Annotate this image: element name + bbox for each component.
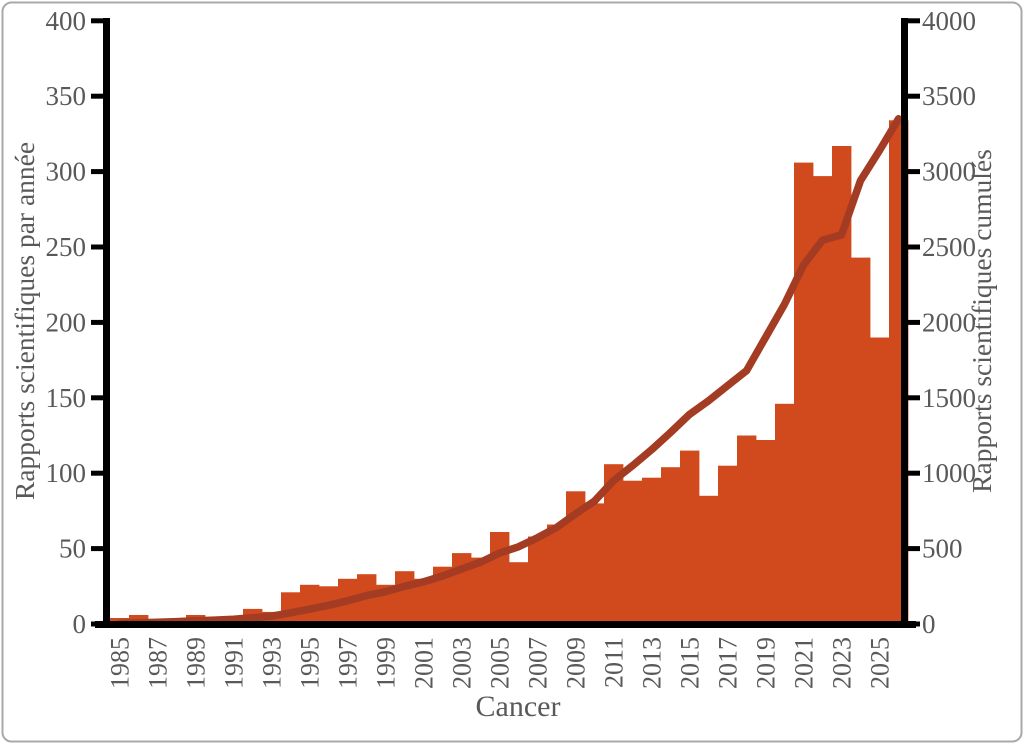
bar-2005 xyxy=(490,532,510,622)
x-axis-line xyxy=(95,621,916,628)
axes xyxy=(95,18,916,628)
axis-ticks xyxy=(91,18,920,627)
right-tick-label: 1000 xyxy=(922,458,976,488)
left-tick xyxy=(91,244,103,250)
x-tick-label-1989: 1989 xyxy=(182,637,211,689)
bar-2004 xyxy=(471,557,491,622)
x-tick-label-1991: 1991 xyxy=(220,637,249,689)
bar-2010 xyxy=(585,503,605,622)
bar-2025 xyxy=(870,337,890,622)
x-axis-tick-labels: 1985 1987 1989 1991 1993 1995 1997 1999 2001 2003… xyxy=(106,637,895,689)
bar-2014 xyxy=(661,467,681,622)
x-tick-label-1997: 1997 xyxy=(334,637,363,689)
x-tick-label-2021: 2021 xyxy=(790,637,819,689)
bar-2020 xyxy=(775,403,795,622)
x-tick-label-2017: 2017 xyxy=(714,637,743,689)
left-tick xyxy=(91,546,103,552)
left-tick xyxy=(91,18,103,24)
x-tick-label-2005: 2005 xyxy=(486,637,515,689)
right-tick-label: 1500 xyxy=(922,383,976,413)
x-tick-label-2013: 2013 xyxy=(638,637,667,689)
bar-2007 xyxy=(528,536,548,622)
right-tick-label: 0 xyxy=(922,609,936,639)
bar-2022 xyxy=(813,176,833,622)
right-tick xyxy=(908,93,920,99)
x-tick-label-2015: 2015 xyxy=(676,637,705,689)
right-tick-label: 2000 xyxy=(922,307,976,337)
left-axis-line xyxy=(103,18,110,628)
bar-2006 xyxy=(509,562,529,622)
bar-2008 xyxy=(547,524,567,622)
x-axis-title: Cancer xyxy=(476,690,561,723)
left-tick-label: 0 xyxy=(73,609,87,639)
bar-2017 xyxy=(718,465,738,622)
x-tick-label-1993: 1993 xyxy=(258,637,287,689)
left-tick xyxy=(91,93,103,99)
left-tick xyxy=(91,470,103,476)
left-tick xyxy=(91,621,103,627)
left-tick-label: 300 xyxy=(46,157,87,187)
x-tick-label-2025: 2025 xyxy=(866,637,895,689)
left-tick-label: 100 xyxy=(46,458,87,488)
right-tick-label: 2500 xyxy=(922,232,976,262)
x-tick-label-2007: 2007 xyxy=(524,637,553,689)
left-tick xyxy=(91,169,103,175)
bar-2018 xyxy=(737,435,757,622)
right-tick xyxy=(908,470,920,476)
x-tick-label-2011: 2011 xyxy=(600,637,629,688)
bar-2016 xyxy=(699,495,719,622)
x-tick-label-1999: 1999 xyxy=(372,637,401,689)
left-tick-label: 350 xyxy=(46,81,87,111)
right-tick xyxy=(908,169,920,175)
right-tick xyxy=(908,546,920,552)
left-tick-label: 150 xyxy=(46,383,87,413)
right-axis-line xyxy=(901,18,908,628)
bar-2015 xyxy=(680,450,700,622)
cumulative-line xyxy=(115,115,903,628)
bar-2012 xyxy=(623,480,643,622)
right-tick xyxy=(908,319,920,325)
x-tick-label-2019: 2019 xyxy=(752,637,781,689)
left-tick xyxy=(91,395,103,401)
bar-2023 xyxy=(832,146,852,622)
bar-2013 xyxy=(642,477,662,622)
x-tick-label-2001: 2001 xyxy=(410,637,439,689)
right-tick-label: 3500 xyxy=(922,81,976,111)
bar-2009 xyxy=(566,491,586,622)
bar-2019 xyxy=(756,440,776,622)
left-tick-label: 200 xyxy=(46,307,87,337)
right-tick-label: 500 xyxy=(922,534,963,564)
x-tick-label-1985: 1985 xyxy=(106,637,135,689)
left-tick-label: 250 xyxy=(46,232,87,262)
right-tick-label: 3000 xyxy=(922,157,976,187)
axis-tick-labels: 0501001502002503003504000500100015002000… xyxy=(46,6,977,639)
right-tick xyxy=(908,621,920,627)
x-tick-label-1987: 1987 xyxy=(144,637,173,689)
bar-2024 xyxy=(851,257,871,622)
bar-2000 xyxy=(395,571,415,622)
right-axis-title: Rapports scientifiques cumulés xyxy=(966,149,997,493)
bar-1986 xyxy=(129,615,149,622)
bar-1995 xyxy=(300,584,320,622)
right-tick xyxy=(908,244,920,250)
x-tick-label-2023: 2023 xyxy=(828,637,857,689)
left-tick-label: 400 xyxy=(46,6,87,36)
bar-2011 xyxy=(604,464,624,622)
right-tick xyxy=(908,18,920,24)
cumulative-line-series xyxy=(115,115,903,628)
bar-2021 xyxy=(794,162,814,622)
left-tick xyxy=(91,319,103,325)
x-tick-label-1995: 1995 xyxy=(296,637,325,689)
x-tick-label-2009: 2009 xyxy=(562,637,591,689)
left-tick-label: 50 xyxy=(59,534,86,564)
right-tick-label: 4000 xyxy=(922,6,976,36)
bar-2001 xyxy=(414,578,434,622)
left-axis-title: Rapports scientifiques par année xyxy=(9,142,40,500)
right-tick xyxy=(908,395,920,401)
x-tick-label-2003: 2003 xyxy=(448,637,477,689)
